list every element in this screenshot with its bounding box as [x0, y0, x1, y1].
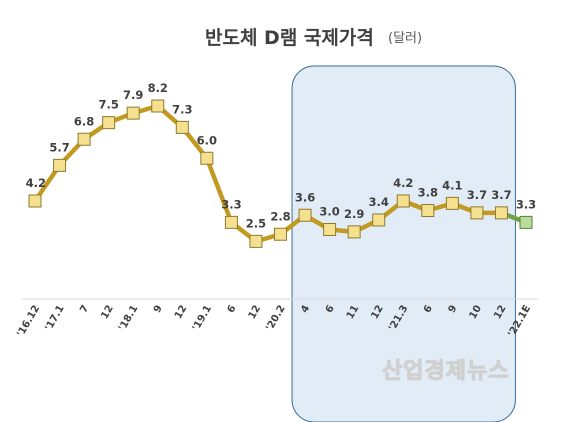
- data-label: 2.9: [344, 207, 364, 221]
- x-tick-label: 6: [324, 303, 337, 315]
- data-label: 4.1: [442, 178, 462, 192]
- data-point-marker: [126, 106, 140, 120]
- data-label: 3.3: [516, 197, 536, 211]
- chart-unit: (달러): [388, 31, 422, 46]
- data-labels: 5.7 6.8 7.5 7.9 8.2 7.3 6.0 3.3 2.5 2.8 3.6 3.0 2.9 3…: [49, 81, 536, 230]
- data-point-marker: [102, 116, 116, 130]
- data-label: 7.9: [123, 88, 143, 102]
- x-tick-label: 4: [299, 303, 312, 315]
- data-point-marker: [323, 223, 337, 236]
- watermark: 산업경제뉴스: [382, 359, 509, 384]
- data-label: 7.5: [98, 98, 118, 112]
- series-markers: [28, 99, 533, 248]
- data-label: 3.7: [491, 188, 511, 202]
- data-label-first: 4.2: [26, 176, 46, 190]
- data-label: 3.4: [369, 195, 389, 209]
- x-tick-label: 6: [422, 303, 435, 315]
- data-point-marker: [175, 120, 189, 134]
- data-point-marker: [396, 194, 410, 208]
- x-tick-label: '19.1: [191, 303, 214, 333]
- data-point-marker: [224, 215, 238, 229]
- data-label: 5.7: [49, 140, 69, 154]
- data-label: 6.8: [74, 114, 94, 128]
- data-point-marker: [28, 194, 42, 208]
- data-label: 3.7: [467, 188, 487, 202]
- x-tick-label: '16.12: [15, 303, 42, 339]
- data-point-marker: [372, 213, 386, 227]
- data-point-marker: [298, 208, 312, 222]
- data-label: 3.6: [295, 190, 315, 204]
- data-point-marker: [347, 225, 361, 239]
- chart-title: 반도체 D램 국제가격: [205, 27, 374, 49]
- x-tick-label: '17.1: [43, 303, 66, 333]
- data-label: 4.2: [393, 176, 413, 190]
- data-point-marker: [249, 234, 263, 248]
- data-label: 3.0: [319, 205, 339, 219]
- data-label: 7.3: [172, 102, 192, 116]
- x-tick-label: '20.2: [264, 303, 287, 333]
- data-point-marker: [519, 215, 533, 229]
- x-tick-label: 12: [173, 303, 190, 321]
- data-point-marker: [470, 206, 484, 220]
- data-point-marker: [445, 196, 459, 210]
- data-point-marker: [53, 158, 67, 172]
- highlight-region: [291, 65, 516, 422]
- data-point-marker: [151, 99, 165, 113]
- data-label: 2.5: [246, 216, 266, 230]
- x-tick-label: 12: [247, 303, 264, 321]
- x-tick-label: 9: [152, 303, 165, 315]
- data-label: 3.8: [418, 186, 438, 200]
- data-label: 8.2: [148, 81, 168, 95]
- data-point-marker: [274, 227, 287, 241]
- x-tick-label: 6: [226, 303, 239, 315]
- line-segment: [204, 156, 234, 225]
- x-tick-label: 12: [99, 303, 116, 321]
- x-tick-label: '18.1: [117, 303, 140, 333]
- data-label: 2.8: [270, 209, 290, 223]
- x-tick-label: 7: [78, 303, 91, 315]
- data-point-marker: [200, 151, 214, 165]
- data-point-marker: [421, 204, 435, 217]
- data-label: 3.3: [221, 197, 241, 211]
- x-tick-label: 9: [447, 303, 460, 315]
- data-label: 6.0: [197, 133, 217, 147]
- data-point-marker: [77, 132, 91, 146]
- data-point-marker: [494, 206, 508, 220]
